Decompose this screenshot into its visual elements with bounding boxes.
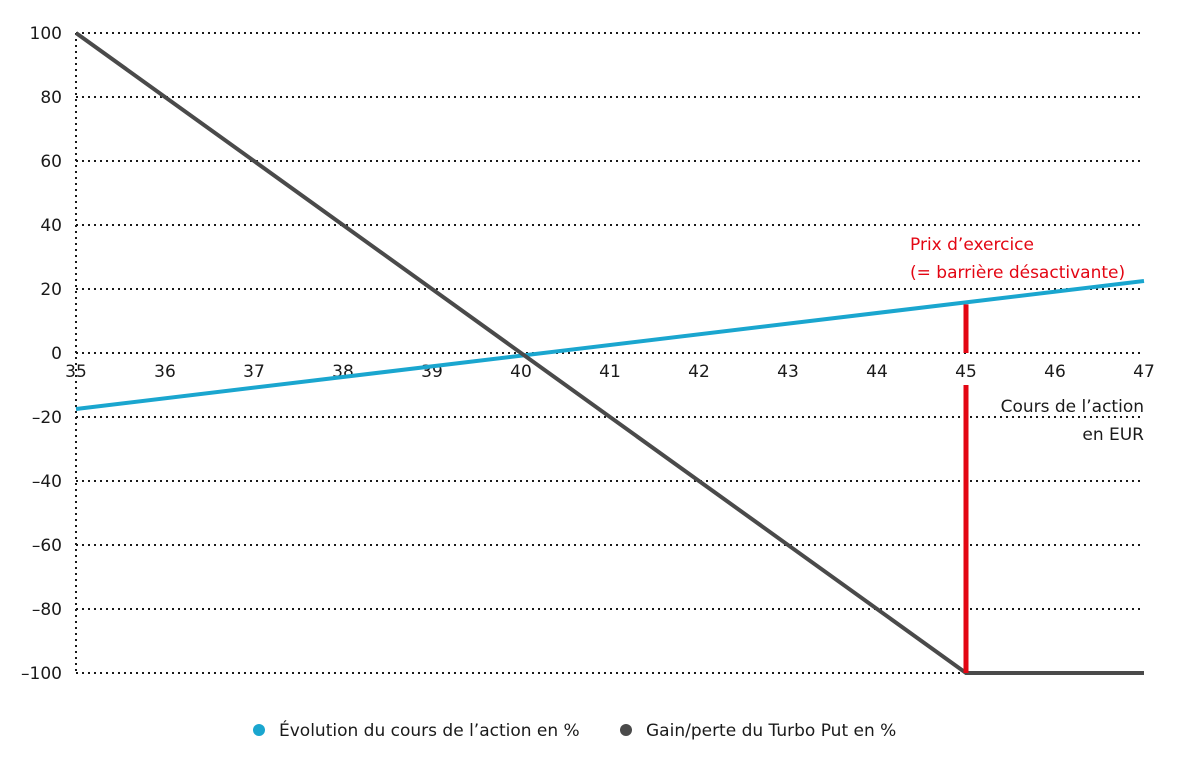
y-tick-label: 60: [40, 152, 62, 172]
series-line-stock: [75, 279, 1145, 411]
y-tick-label: –40: [32, 472, 62, 492]
x-tick-label: 41: [599, 362, 621, 382]
x-tick-label: 43: [777, 362, 799, 382]
x-tick-label: 46: [1044, 362, 1066, 382]
x-tick-label: 42: [688, 362, 710, 382]
y-axis: 100 80 60 40 20 0 –20 –40 –60 –80 –100: [21, 24, 77, 684]
legend-label-turbo: Gain/perte du Turbo Put en %: [646, 721, 896, 741]
y-tick-label: 0: [51, 344, 62, 364]
legend-marker-turbo: [620, 724, 632, 736]
y-tick-label: 100: [30, 24, 62, 44]
legend-label-stock: Évolution du cours de l’action en %: [279, 719, 580, 741]
x-tick-label: 37: [243, 362, 265, 382]
x-axis-title-line2: en EUR: [1082, 425, 1144, 445]
legend-marker-stock: [253, 724, 265, 736]
x-tick-label: 35: [65, 362, 87, 382]
y-tick-label: –100: [21, 664, 62, 684]
y-tick-label: –80: [32, 600, 62, 620]
x-tick-label: 40: [510, 362, 532, 382]
x-tick-label: 44: [866, 362, 888, 382]
gridlines: [76, 32, 1144, 674]
annotation-text-line: (= barrière désactivante): [910, 263, 1125, 283]
y-tick-label: 40: [40, 216, 62, 236]
y-tick-label: 20: [40, 280, 62, 300]
y-tick-label: –60: [32, 536, 62, 556]
x-tick-label: 36: [154, 362, 176, 382]
y-tick-label: 80: [40, 88, 62, 108]
annotation-text-line: Prix d’exercice: [910, 235, 1034, 255]
x-tick-label: 45: [955, 362, 977, 382]
x-tick-label: 47: [1133, 362, 1155, 382]
x-axis-ticks: 35 36 37 38 39 40 41 42 43 44 45 46 47: [65, 362, 1155, 382]
annotation-layer: Prix d’exercice (= barrière désactivante): [910, 235, 1125, 673]
y-tick-label: –20: [32, 408, 62, 428]
legend: Évolution du cours de l’action en % Gain…: [253, 719, 896, 741]
x-axis-title-line1: Cours de l’action: [1001, 397, 1144, 417]
